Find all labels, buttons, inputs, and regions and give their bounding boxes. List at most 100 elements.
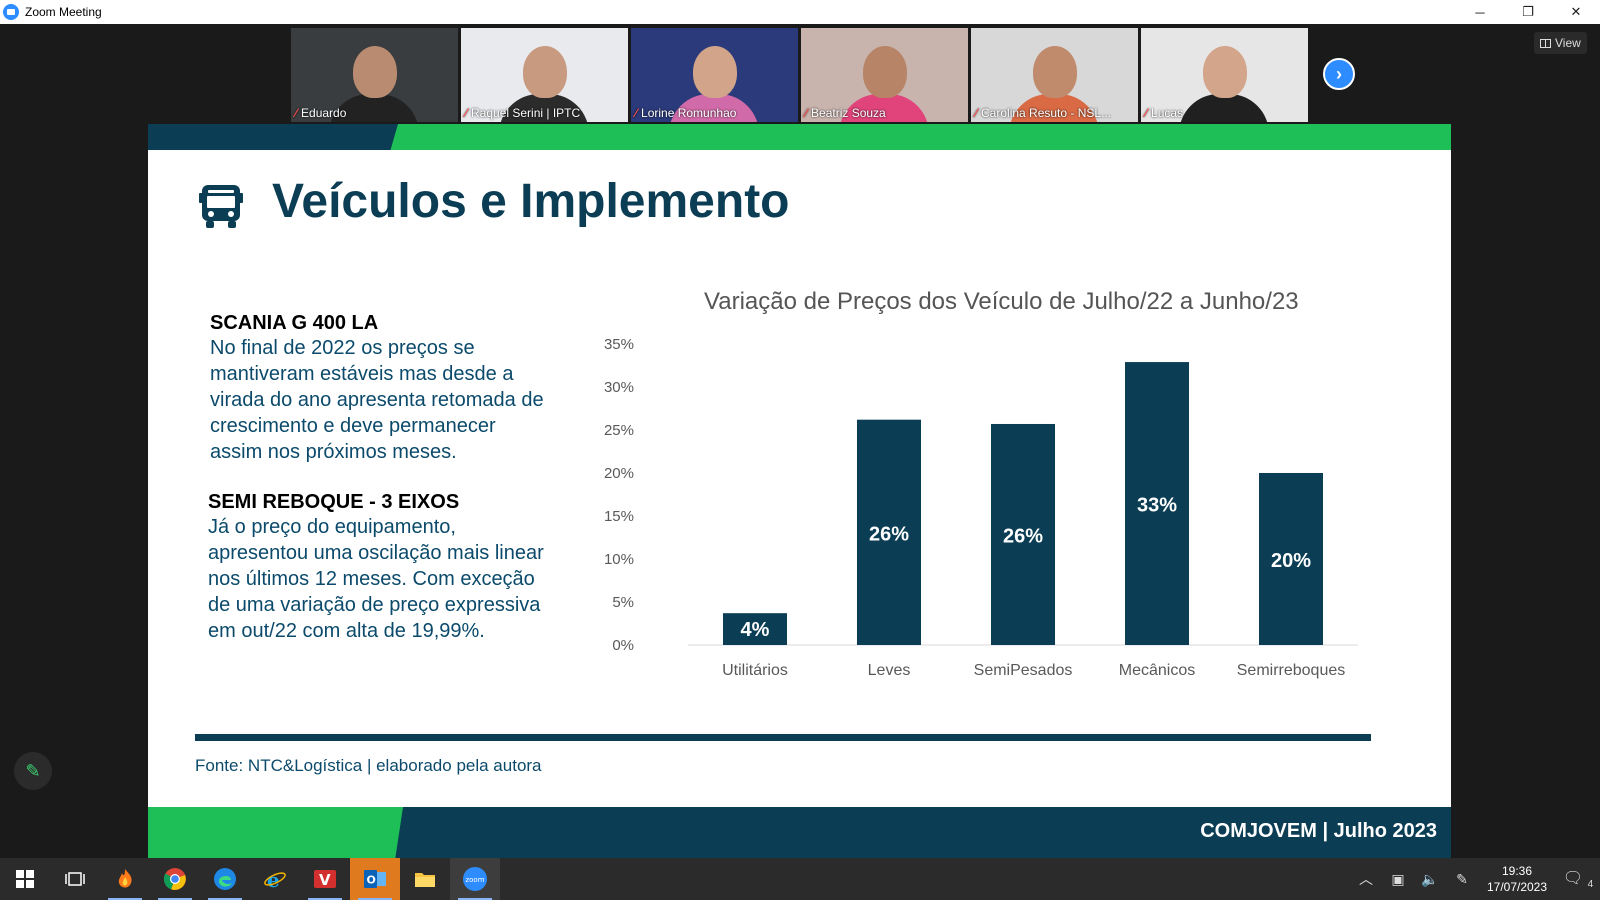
participant-face bbox=[353, 46, 397, 98]
pen-icon[interactable]: ✎ bbox=[1456, 870, 1468, 887]
bar-mecânicos bbox=[1125, 362, 1189, 645]
view-button-label: View bbox=[1555, 36, 1581, 50]
muted-microphone-icon: ⁄ bbox=[805, 106, 808, 120]
participant-tile[interactable]: ⁄ Eduardo bbox=[291, 28, 458, 122]
v-app-icon: V bbox=[314, 870, 336, 889]
notification-icon: 🗨 bbox=[1562, 869, 1584, 887]
svg-text:V: V bbox=[319, 871, 331, 889]
participant-face bbox=[863, 46, 907, 98]
bar-utilitários bbox=[723, 613, 787, 645]
taskbar-clock[interactable]: 19:36 17/07/2023 bbox=[1478, 863, 1556, 895]
task-view-icon bbox=[65, 872, 85, 886]
participant-name-label: Beatriz Souza bbox=[811, 106, 886, 120]
window-title: Zoom Meeting bbox=[25, 5, 102, 19]
y-tick-label: 5% bbox=[612, 594, 634, 611]
meeting-tray-icon[interactable]: ▣ bbox=[1391, 870, 1405, 887]
minimize-button[interactable]: ─ bbox=[1475, 4, 1485, 20]
participant-name: ⁄ Beatriz Souza bbox=[805, 106, 886, 120]
view-button[interactable]: View bbox=[1534, 32, 1587, 54]
bar-leves bbox=[857, 419, 921, 645]
bar-value-label: 26% bbox=[869, 523, 909, 545]
participant-name: ⁄ Raquel Serini | IPTC bbox=[465, 106, 580, 120]
bar-value-label: 4% bbox=[741, 619, 770, 641]
scania-heading: SCANIA G 400 LA bbox=[210, 312, 379, 334]
taskbar-firefox-app[interactable] bbox=[100, 858, 150, 900]
bar-value-label: 20% bbox=[1271, 550, 1311, 572]
volume-icon[interactable]: 🔈 bbox=[1421, 870, 1439, 887]
participant-name-label: Eduardo bbox=[301, 106, 347, 120]
flame-app-icon bbox=[118, 869, 132, 888]
semi-reboque-text-block: SEMI REBOQUE - 3 EIXOS Já o preço do equ… bbox=[208, 491, 548, 644]
slide-divider bbox=[195, 734, 1371, 741]
participant-tile[interactable]: ⁄ Raquel Serini | IPTC bbox=[461, 28, 628, 122]
annotate-pencil-button[interactable]: ✎ bbox=[14, 752, 52, 790]
restore-button[interactable]: ❐ bbox=[1522, 4, 1534, 19]
y-tick-label: 10% bbox=[604, 551, 634, 568]
taskbar-v-app[interactable]: V bbox=[300, 858, 350, 900]
participant-gallery: ⁄ Eduardo ⁄ Raquel Serini | IPTC ⁄ Lorine Rom… bbox=[291, 28, 1308, 122]
pencil-icon: ✎ bbox=[25, 760, 41, 781]
category-label: SemiPesados bbox=[974, 662, 1073, 679]
scania-text-block: SCANIA G 400 LA No final de 2022 os preç… bbox=[210, 312, 550, 465]
footer-text: COMJOVEM | Julho 2023 bbox=[1200, 820, 1437, 842]
edge-icon bbox=[214, 868, 236, 890]
notification-center-button[interactable]: 🗨 4 bbox=[1556, 868, 1600, 890]
source-note: Fonte: NTC&Logística | elaborado pela au… bbox=[195, 756, 542, 775]
taskbar-edge-app[interactable] bbox=[200, 858, 250, 900]
taskbar-chrome-app[interactable] bbox=[150, 858, 200, 900]
participant-tile[interactable]: ⁄ Lucas bbox=[1141, 28, 1308, 122]
show-hidden-icons-chevron-icon[interactable]: ︿ bbox=[1359, 871, 1373, 887]
muted-microphone-icon: ⁄ bbox=[1145, 106, 1148, 120]
windows-logo-icon bbox=[16, 870, 34, 888]
participant-name: ⁄ Lucas bbox=[1145, 106, 1183, 120]
next-page-button[interactable]: › bbox=[1323, 58, 1355, 90]
participant-name: ⁄ Lorine Romunhao bbox=[635, 106, 736, 120]
slide-top-bar-accent bbox=[148, 124, 398, 150]
shared-slide: Veículos e Implemento SCANIA G 400 LA No… bbox=[148, 124, 1451, 858]
participant-video bbox=[1179, 94, 1269, 122]
zoom-icon: zoom bbox=[463, 867, 487, 891]
taskbar-zoom-app[interactable]: zoom bbox=[450, 858, 500, 900]
taskbar-outlook-app[interactable]: O bbox=[350, 858, 400, 900]
muted-microphone-icon: ⁄ bbox=[295, 106, 298, 120]
participant-face bbox=[1203, 46, 1247, 98]
window-titlebar: Zoom Meeting ─ ❐ ✕ bbox=[0, 0, 1600, 24]
task-view-button[interactable] bbox=[50, 858, 100, 900]
folder-icon bbox=[415, 873, 435, 887]
slide-title: Veículos e Implemento bbox=[272, 175, 790, 228]
participant-name-label: Lucas bbox=[1151, 106, 1184, 120]
window-controls: ─ ❐ ✕ bbox=[1456, 0, 1600, 24]
participant-name-label: Carolina Resuto - NSL... bbox=[981, 106, 1112, 120]
y-tick-label: 20% bbox=[604, 465, 634, 482]
system-tray: ︿ ▣ 🔈 ✎ 19:36 17/07/2023 🗨 4 bbox=[1350, 858, 1600, 900]
muted-microphone-icon: ⁄ bbox=[465, 106, 468, 120]
participant-tile[interactable]: ⁄ Beatriz Souza bbox=[801, 28, 968, 122]
y-tick-label: 15% bbox=[604, 508, 634, 525]
participant-face bbox=[693, 46, 737, 98]
y-tick-label: 30% bbox=[604, 379, 634, 396]
bus-icon bbox=[199, 185, 243, 228]
clock-time: 19:36 bbox=[1501, 864, 1533, 878]
chrome-icon bbox=[163, 868, 186, 890]
gallery-view-icon bbox=[1540, 38, 1551, 48]
category-label: Semirreboques bbox=[1237, 662, 1346, 679]
taskbar-ie-app[interactable]: e bbox=[250, 858, 300, 900]
chart-title: Variação de Preços dos Veículo de Julho/… bbox=[704, 288, 1299, 315]
muted-microphone-icon: ⁄ bbox=[975, 106, 978, 120]
muted-microphone-icon: ⁄ bbox=[635, 106, 638, 120]
clock-date: 17/07/2023 bbox=[1486, 880, 1548, 894]
taskbar-file-explorer-app[interactable] bbox=[400, 858, 450, 900]
meeting-area: ⁄ Eduardo ⁄ Raquel Serini | IPTC ⁄ Lorine Rom… bbox=[0, 24, 1600, 858]
bar-value-label: 26% bbox=[1003, 525, 1043, 547]
participant-tile[interactable]: ⁄ Carolina Resuto - NSL... bbox=[971, 28, 1138, 122]
svg-text:e: e bbox=[267, 868, 280, 891]
bar-semipesados bbox=[991, 423, 1055, 645]
participant-name: ⁄ Eduardo bbox=[295, 106, 346, 120]
participant-tile[interactable]: ⁄ Lorine Romunhao bbox=[631, 28, 798, 122]
participant-name: ⁄ Carolina Resuto - NSL... bbox=[975, 106, 1111, 120]
notification-count: 4 bbox=[1587, 879, 1594, 891]
scania-paragraph: No final de 2022 os preços se mantiveram… bbox=[210, 337, 544, 463]
close-button[interactable]: ✕ bbox=[1570, 4, 1582, 19]
start-button[interactable] bbox=[0, 858, 50, 900]
participant-face bbox=[1033, 46, 1077, 98]
